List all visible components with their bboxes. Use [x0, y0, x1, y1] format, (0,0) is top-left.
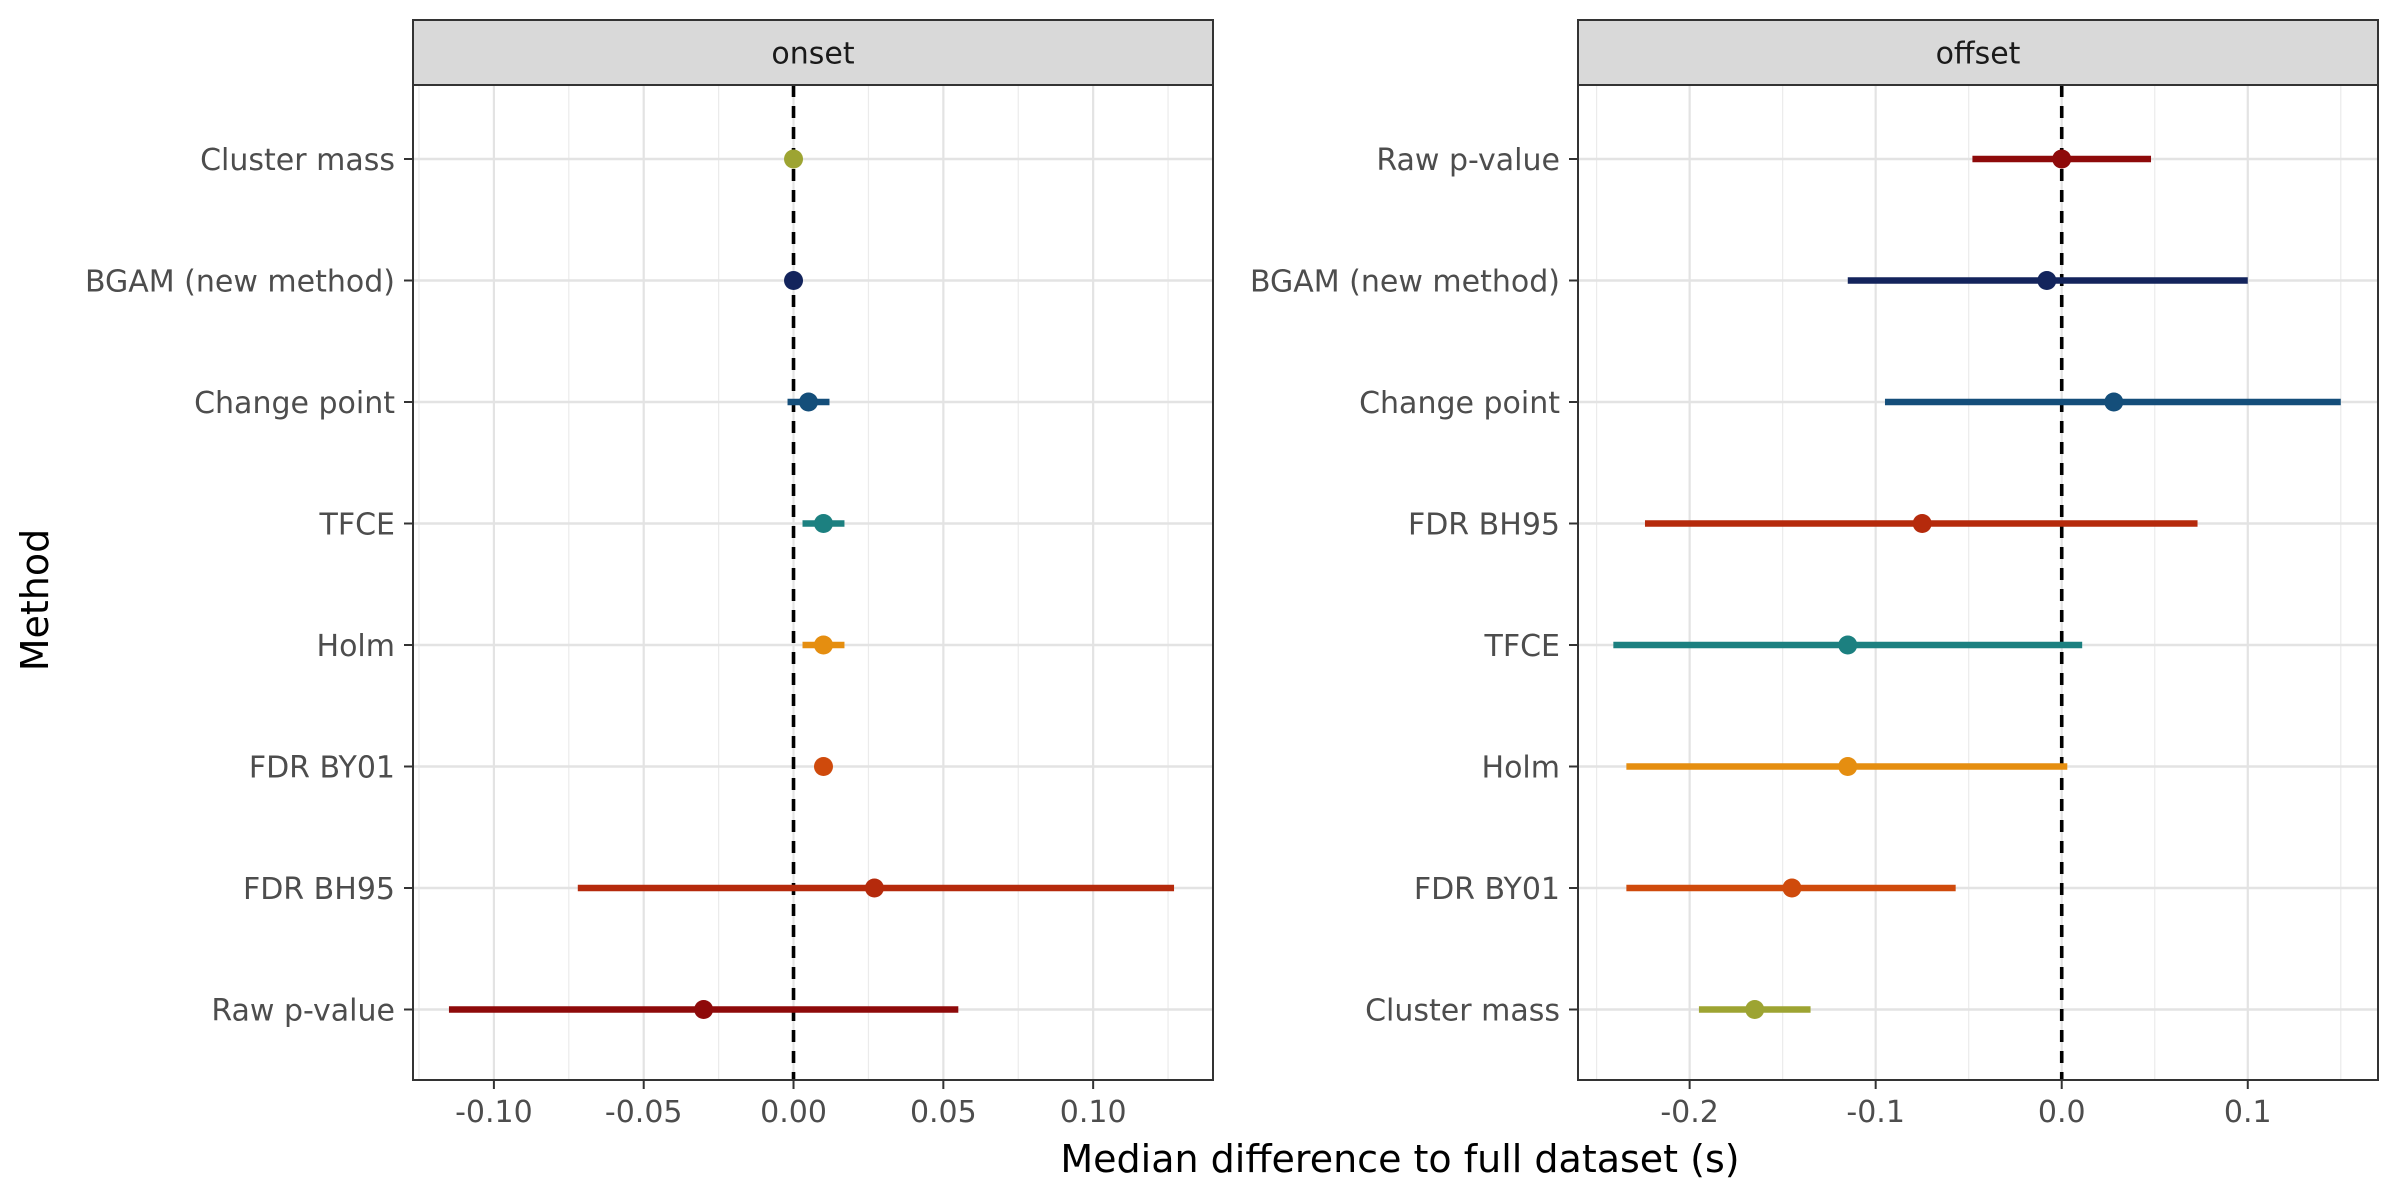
- x-tick-label: 0.05: [910, 1095, 977, 1130]
- data-point: [784, 271, 804, 290]
- x-tick-label: 0.0: [2038, 1095, 2086, 1130]
- data-point: [813, 757, 833, 776]
- strip-header: [412, 19, 1214, 86]
- data-point: [1838, 757, 1858, 776]
- y-tick-label: TFCE: [1484, 629, 1560, 664]
- strip-header: [1577, 19, 2379, 86]
- y-tick-label: FDR BH95: [1408, 508, 1560, 543]
- x-tick-label: -0.05: [605, 1095, 683, 1130]
- data-point: [2104, 392, 2124, 412]
- x-tick-label: 0.00: [760, 1095, 827, 1130]
- data-point: [1782, 878, 1802, 898]
- y-tick-label: FDR BY01: [1414, 872, 1560, 907]
- x-tick-label: 0.1: [2224, 1095, 2272, 1130]
- y-tick-label: Cluster mass: [200, 143, 395, 178]
- strip-label: offset: [1936, 37, 2021, 72]
- data-point: [813, 635, 833, 655]
- data-point: [1745, 1000, 1765, 1019]
- y-tick-label: Raw p-value: [211, 994, 395, 1029]
- y-tick-label: FDR BY01: [249, 751, 395, 786]
- data-point: [799, 392, 819, 412]
- x-axis-title: Median difference to full dataset (s): [1060, 1137, 1739, 1181]
- y-tick-label: Cluster mass: [1365, 994, 1560, 1029]
- panel-background: [413, 85, 1213, 1080]
- panel-offset: offset -0.2 -0.1 0.0 0.1 Raw p-value BGAM (new…: [1250, 19, 2379, 1130]
- y-tick-label: Change point: [194, 386, 395, 421]
- y-tick-label: BGAM (new method): [1250, 265, 1560, 300]
- panel-onset: onset -0.10 -0.05 0.00 0.05 0.10 Cluster mass B…: [85, 19, 1214, 1130]
- y-tick-label: Holm: [1482, 751, 1560, 786]
- data-point: [2052, 149, 2072, 169]
- y-tick-label: Change point: [1359, 386, 1560, 421]
- data-point: [864, 878, 884, 898]
- y-axis-title: Method: [13, 529, 57, 672]
- y-tick-label: Raw p-value: [1376, 143, 1560, 178]
- panel-background: [1578, 85, 2378, 1080]
- x-tick-label: -0.1: [1846, 1095, 1905, 1130]
- panel-border: [412, 84, 1214, 1081]
- y-tick-label: Holm: [317, 629, 395, 664]
- x-tick-label: 0.10: [1060, 1095, 1127, 1130]
- x-tick-label: -0.2: [1660, 1095, 1719, 1130]
- y-tick-label: FDR BH95: [243, 872, 395, 907]
- y-tick-label: BGAM (new method): [85, 265, 395, 300]
- panel-border: [1577, 84, 2379, 1081]
- data-point: [694, 1000, 714, 1019]
- x-tick-label: -0.10: [455, 1095, 533, 1130]
- y-tick-label: TFCE: [319, 508, 395, 543]
- data-point: [2037, 271, 2057, 290]
- data-point: [813, 514, 833, 533]
- data-point: [1838, 635, 1858, 655]
- strip-label: onset: [771, 37, 854, 72]
- data-point: [1912, 514, 1932, 533]
- data-point: [784, 149, 804, 169]
